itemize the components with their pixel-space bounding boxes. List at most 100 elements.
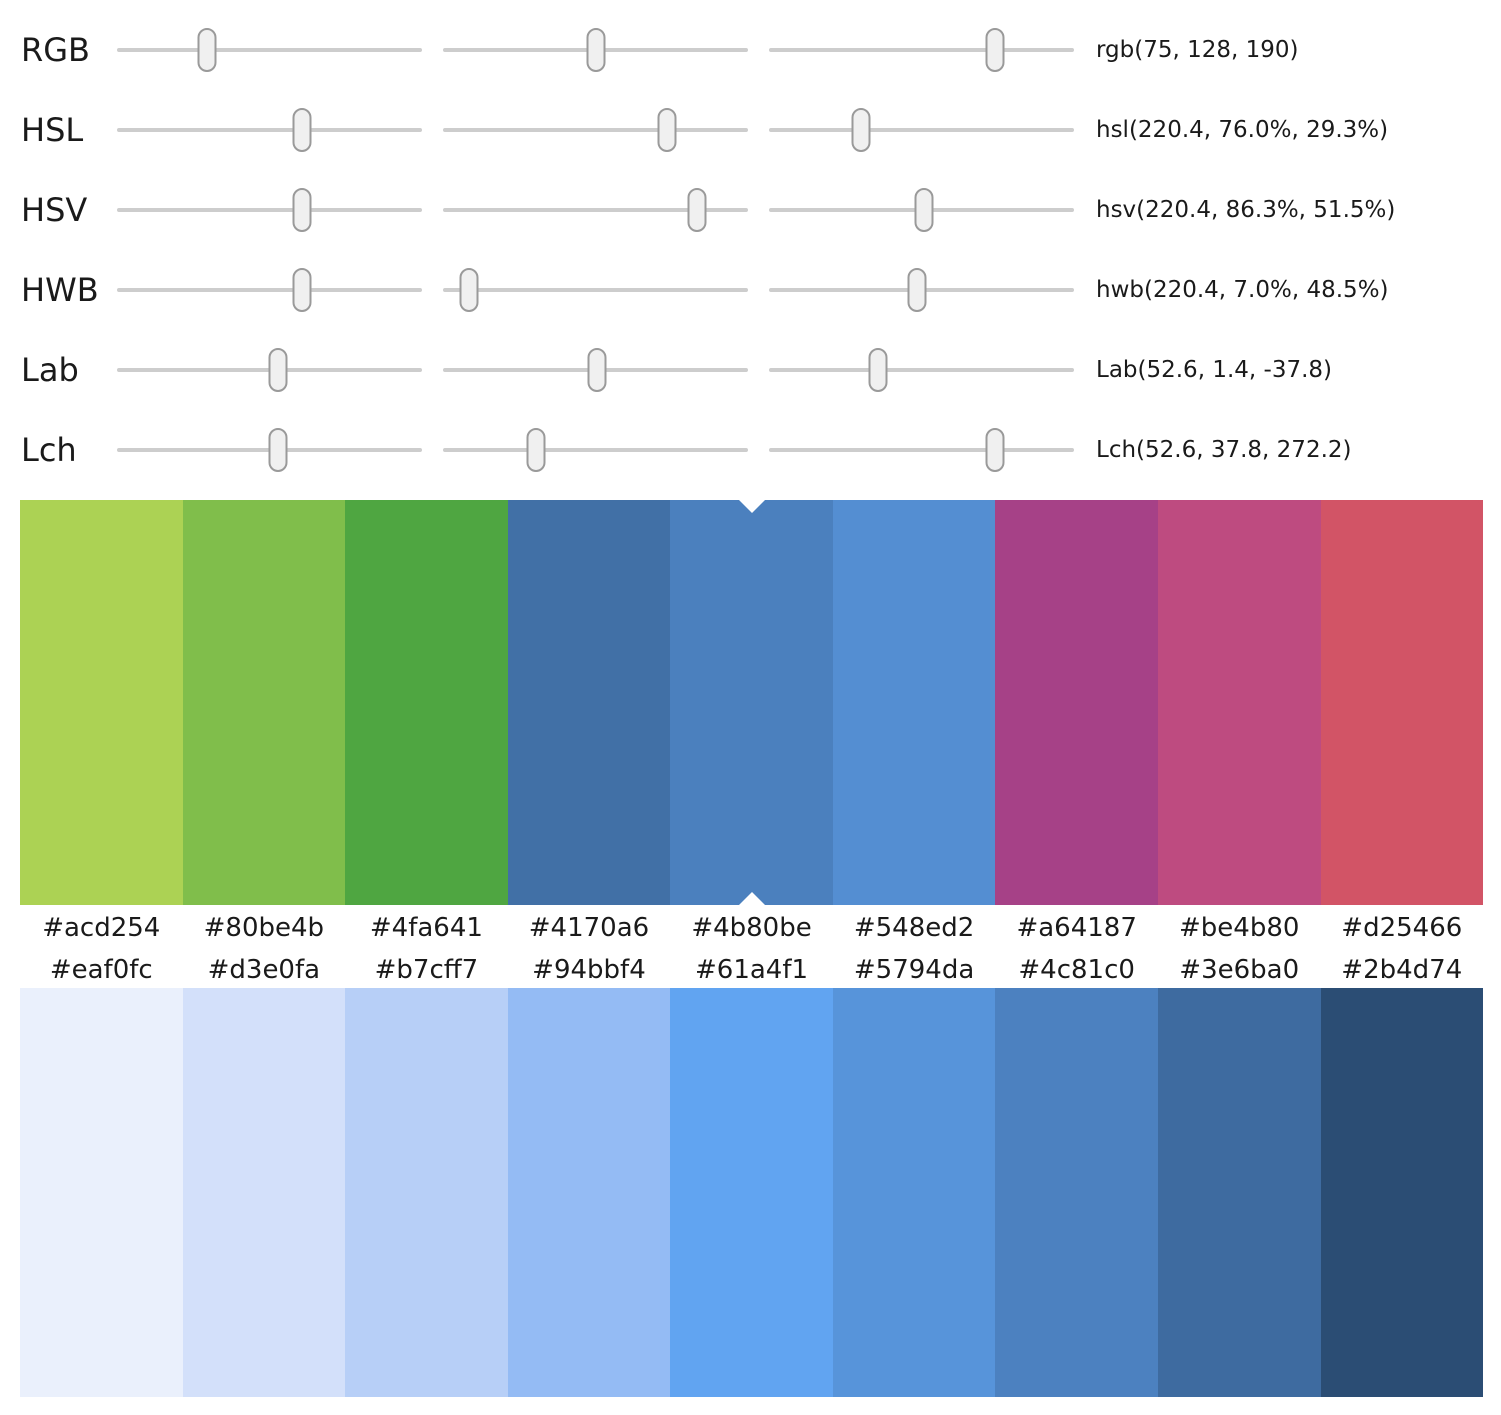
color-swatch[interactable]: [1157, 988, 1321, 1397]
slider-track-3[interactable]: [769, 170, 1074, 250]
hue-palette: [20, 500, 1484, 905]
slider-thumb[interactable]: [268, 348, 288, 392]
color-swatch[interactable]: [345, 988, 508, 1397]
hex-code-label: #61a4f1: [695, 954, 809, 985]
color-swatch[interactable]: [182, 988, 346, 1397]
slider-track-2[interactable]: [443, 250, 748, 330]
color-swatch[interactable]: [1157, 500, 1321, 905]
slider-thumb[interactable]: [687, 188, 707, 232]
slider-thumb[interactable]: [985, 28, 1005, 72]
slider-row-label: HSV: [21, 191, 88, 229]
slider-row: HWB hwb(220.4, 7.0%, 48.5%): [0, 250, 1501, 330]
slider-thumb[interactable]: [526, 428, 546, 472]
hex-code-label: #d3e0fa: [207, 954, 321, 985]
hex-code-label: #eaf0fc: [49, 954, 153, 985]
slider-row: Lch Lch(52.6, 37.8, 272.2): [0, 410, 1501, 490]
hue-palette-hex-labels: #acd254 #80be4b #4fa641 #4170a6 #4b80be #548e…: [20, 905, 1483, 951]
slider-thumb[interactable]: [985, 428, 1005, 472]
slider-track-3[interactable]: [769, 250, 1074, 330]
slider-track-2[interactable]: [443, 90, 748, 170]
color-swatch[interactable]: [832, 988, 996, 1397]
slider-thumb[interactable]: [868, 348, 888, 392]
slider-track-2[interactable]: [443, 410, 748, 490]
hex-code-label: #80be4b: [203, 913, 325, 943]
slider-track-line: [443, 288, 748, 292]
slider-thumb[interactable]: [292, 268, 312, 312]
slider-track-2[interactable]: [443, 10, 748, 90]
slider-thumb[interactable]: [907, 268, 927, 312]
slider-track-line: [769, 448, 1074, 452]
color-swatch[interactable]: [182, 500, 346, 905]
slider-row: Lab Lab(52.6, 1.4, -37.8): [0, 330, 1501, 410]
slider-row-label: HSL: [21, 111, 84, 149]
slider-track-3[interactable]: [769, 410, 1074, 490]
color-swatch[interactable]: [670, 988, 833, 1397]
color-swatch[interactable]: [20, 500, 183, 905]
hex-code-label: #548ed2: [853, 913, 975, 943]
hex-code-label: #94bbf4: [532, 954, 646, 985]
slider-thumb[interactable]: [459, 268, 479, 312]
slider-track-line: [443, 128, 748, 132]
color-swatch[interactable]: [507, 988, 671, 1397]
slider-thumb[interactable]: [586, 28, 606, 72]
slider-panel: RGB rgb(75, 128, 190) HSL hsl(220.4,: [0, 0, 1501, 490]
slider-track-1[interactable]: [117, 330, 422, 410]
slider-track-1[interactable]: [117, 170, 422, 250]
slider-thumb[interactable]: [292, 108, 312, 152]
slider-value: rgb(75, 128, 190): [1096, 37, 1299, 63]
slider-track-1[interactable]: [117, 250, 422, 330]
slider-track-line: [117, 128, 422, 132]
slider-track-1[interactable]: [117, 10, 422, 90]
slider-track-1[interactable]: [117, 90, 422, 170]
slider-track-3[interactable]: [769, 10, 1074, 90]
slider-thumb[interactable]: [851, 108, 870, 152]
slider-track-1[interactable]: [117, 410, 422, 490]
color-swatch[interactable]: [670, 500, 833, 905]
color-swatch[interactable]: [507, 500, 671, 905]
hex-code-label: #3e6ba0: [1179, 954, 1300, 985]
hex-code-label: #b7cff7: [374, 954, 479, 985]
slider-row-label: RGB: [21, 31, 90, 69]
shade-palette-hex-labels: #eaf0fc #d3e0fa #b7cff7 #94bbf4 #61a4f1 #5794…: [20, 951, 1483, 988]
color-swatch[interactable]: [995, 500, 1158, 905]
slider-track-line: [443, 208, 748, 212]
hex-code-label: #acd254: [42, 913, 161, 943]
slider-value: hsv(220.4, 86.3%, 51.5%): [1096, 197, 1396, 223]
slider-track-line: [443, 448, 748, 452]
slider-thumb[interactable]: [914, 188, 934, 232]
slider-track-3[interactable]: [769, 90, 1074, 170]
slider-thumb[interactable]: [587, 348, 607, 392]
hex-code-label: #5794da: [853, 954, 975, 985]
color-swatch[interactable]: [1320, 988, 1484, 1397]
slider-value: Lab(52.6, 1.4, -37.8): [1096, 357, 1332, 383]
color-swatch[interactable]: [345, 500, 508, 905]
slider-value: hwb(220.4, 7.0%, 48.5%): [1096, 277, 1389, 303]
slider-row: HSV hsv(220.4, 86.3%, 51.5%): [0, 170, 1501, 250]
slider-track-3[interactable]: [769, 330, 1074, 410]
hex-code-label: #be4b80: [1179, 913, 1300, 943]
slider-track-line: [117, 48, 422, 52]
slider-thumb[interactable]: [197, 28, 217, 72]
slider-row-label: Lab: [21, 351, 79, 389]
slider-thumb[interactable]: [657, 108, 677, 152]
slider-track-line: [769, 128, 1074, 132]
slider-track-line: [117, 208, 422, 212]
slider-thumb[interactable]: [268, 428, 288, 472]
slider-track-2[interactable]: [443, 170, 748, 250]
slider-track-line: [769, 368, 1074, 372]
hex-code-label: #4fa641: [369, 913, 483, 943]
slider-row: RGB rgb(75, 128, 190): [0, 10, 1501, 90]
color-swatch[interactable]: [1320, 500, 1484, 905]
slider-row: HSL hsl(220.4, 76.0%, 29.3%): [0, 90, 1501, 170]
color-swatch[interactable]: [832, 500, 996, 905]
slider-track-2[interactable]: [443, 330, 748, 410]
hex-code-label: #4b80be: [691, 913, 812, 943]
hex-code-label: #4170a6: [528, 913, 650, 943]
hex-code-label: #4c81c0: [1018, 954, 1135, 985]
color-swatch[interactable]: [20, 988, 183, 1397]
slider-value: Lch(52.6, 37.8, 272.2): [1096, 437, 1352, 463]
color-swatch[interactable]: [995, 988, 1158, 1397]
slider-track-line: [769, 48, 1074, 52]
shade-palette: [20, 988, 1484, 1397]
slider-thumb[interactable]: [292, 188, 312, 232]
